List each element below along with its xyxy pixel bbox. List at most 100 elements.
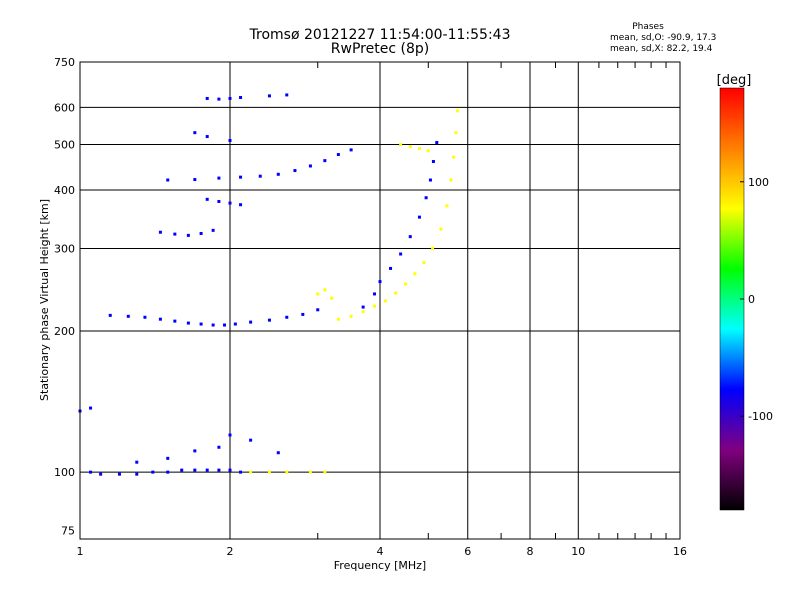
o-mode-echo-point (205, 96, 209, 100)
o-mode-echo-point (193, 131, 197, 135)
o-mode-echo-point (228, 139, 232, 143)
o-mode-echo-point (349, 148, 353, 152)
o-mode-echo-point (435, 141, 439, 145)
o-mode-echo-point (166, 178, 170, 182)
o-mode-echo-point (228, 96, 232, 100)
x-mode-echo-point (336, 317, 340, 321)
x-mode-echo-point (426, 149, 430, 153)
colorbar-tick-label: 0 (748, 293, 755, 306)
o-mode-echo-point (173, 232, 177, 236)
o-mode-echo-point (180, 468, 184, 472)
x-mode-echo-point (323, 288, 327, 292)
o-mode-echo-point (223, 323, 227, 327)
x-mode-echo-point (361, 310, 365, 314)
o-mode-echo-point (308, 164, 312, 168)
o-mode-echo-point (217, 468, 221, 472)
phase-legend-o-mode: mean, sd,O: -90.9, 17.3 (610, 33, 717, 43)
phase-colorbar: [deg] 100 0 -100 (717, 73, 773, 511)
x-tick-label: 1 (77, 545, 84, 558)
grid-lines (80, 62, 680, 539)
o-mode-echo-point (228, 433, 232, 437)
o-mode-echo-point (193, 178, 197, 182)
y-tick-label: 750 (54, 56, 75, 69)
x-mode-echo-point (373, 304, 377, 308)
x-tick-label: 2 (227, 545, 234, 558)
y-tick-labels: 75 100 200 300 400 500 600 750 (54, 56, 75, 538)
x-mode-echo-point (316, 292, 320, 296)
y-tick-label: 100 (54, 466, 75, 479)
o-mode-echo-point (173, 319, 177, 323)
o-mode-echo-point (166, 470, 170, 474)
x-mode-echo-point (452, 155, 456, 159)
x-mode-echo-point (249, 470, 253, 474)
x-mode-echo-point (349, 314, 353, 318)
o-mode-echo-point (158, 317, 162, 321)
o-mode-echo-point (424, 196, 428, 200)
x-mode-echo-point (383, 299, 387, 303)
o-mode-echo-point (316, 308, 320, 312)
o-mode-echo-point (373, 292, 377, 296)
x-mode-echo-point (323, 470, 327, 474)
o-mode-echo-point (239, 470, 243, 474)
x-mode-echo-point (417, 147, 421, 151)
echo-points (78, 93, 459, 476)
o-mode-echo-point (258, 174, 262, 178)
o-mode-echo-point (276, 172, 280, 176)
y-tick-label: 600 (54, 101, 75, 114)
x-mode-echo-point (308, 470, 312, 474)
o-mode-echo-point (89, 406, 93, 410)
x-mode-echo-point (267, 470, 271, 474)
y-tick-label: 400 (54, 184, 75, 197)
phase-legend-title: Phases (632, 22, 664, 32)
x-mode-echo-point (449, 178, 453, 182)
o-mode-echo-point (108, 313, 112, 317)
o-mode-echo-point (249, 320, 253, 324)
x-tick-label: 16 (673, 545, 687, 558)
chart-title: Tromsø 20121227 11:54:00-11:55:43 (249, 27, 511, 43)
o-mode-echo-point (205, 197, 209, 201)
o-mode-echo-point (126, 314, 130, 318)
x-mode-echo-point (445, 204, 449, 208)
o-mode-echo-point (378, 280, 382, 284)
o-mode-echo-point (267, 318, 271, 322)
o-mode-echo-point (117, 472, 121, 476)
o-mode-echo-point (233, 322, 237, 326)
o-mode-echo-point (186, 233, 190, 237)
o-mode-echo-point (158, 230, 162, 234)
o-mode-echo-point (228, 468, 232, 472)
x-axis-label: Frequency [MHz] (334, 559, 426, 572)
x-mode-echo-point (413, 272, 417, 276)
x-mode-echo-point (399, 143, 403, 147)
colorbar-label: [deg] (717, 73, 752, 88)
x-mode-echo-point (408, 145, 412, 149)
x-mode-echo-point (330, 296, 334, 300)
o-mode-echo-point (135, 472, 139, 476)
o-mode-echo-point (205, 135, 209, 139)
o-mode-echo-point (228, 201, 232, 205)
o-mode-echo-point (389, 266, 393, 270)
o-mode-echo-point (166, 456, 170, 460)
o-mode-echo-point (143, 315, 147, 319)
colorbar-tick-label: -100 (748, 410, 773, 423)
o-mode-echo-point (267, 94, 271, 98)
o-mode-echo-point (428, 178, 432, 182)
o-mode-echo-point (193, 468, 197, 472)
x-mode-echo-point (394, 291, 398, 295)
o-mode-echo-point (211, 228, 215, 232)
o-mode-echo-point (239, 95, 243, 99)
o-mode-echo-point (285, 315, 289, 319)
o-mode-echo-point (323, 159, 327, 163)
o-mode-echo-point (249, 438, 253, 442)
o-mode-echo-point (211, 323, 215, 327)
o-mode-echo-point (239, 203, 243, 207)
o-mode-echo-point (135, 460, 139, 464)
x-mode-echo-point (455, 109, 459, 113)
o-mode-echo-point (285, 93, 289, 97)
o-mode-echo-point (199, 322, 203, 326)
o-mode-echo-point (217, 97, 221, 101)
x-mode-echo-point (285, 470, 289, 474)
o-mode-echo-point (217, 176, 221, 180)
o-mode-echo-point (361, 305, 365, 309)
